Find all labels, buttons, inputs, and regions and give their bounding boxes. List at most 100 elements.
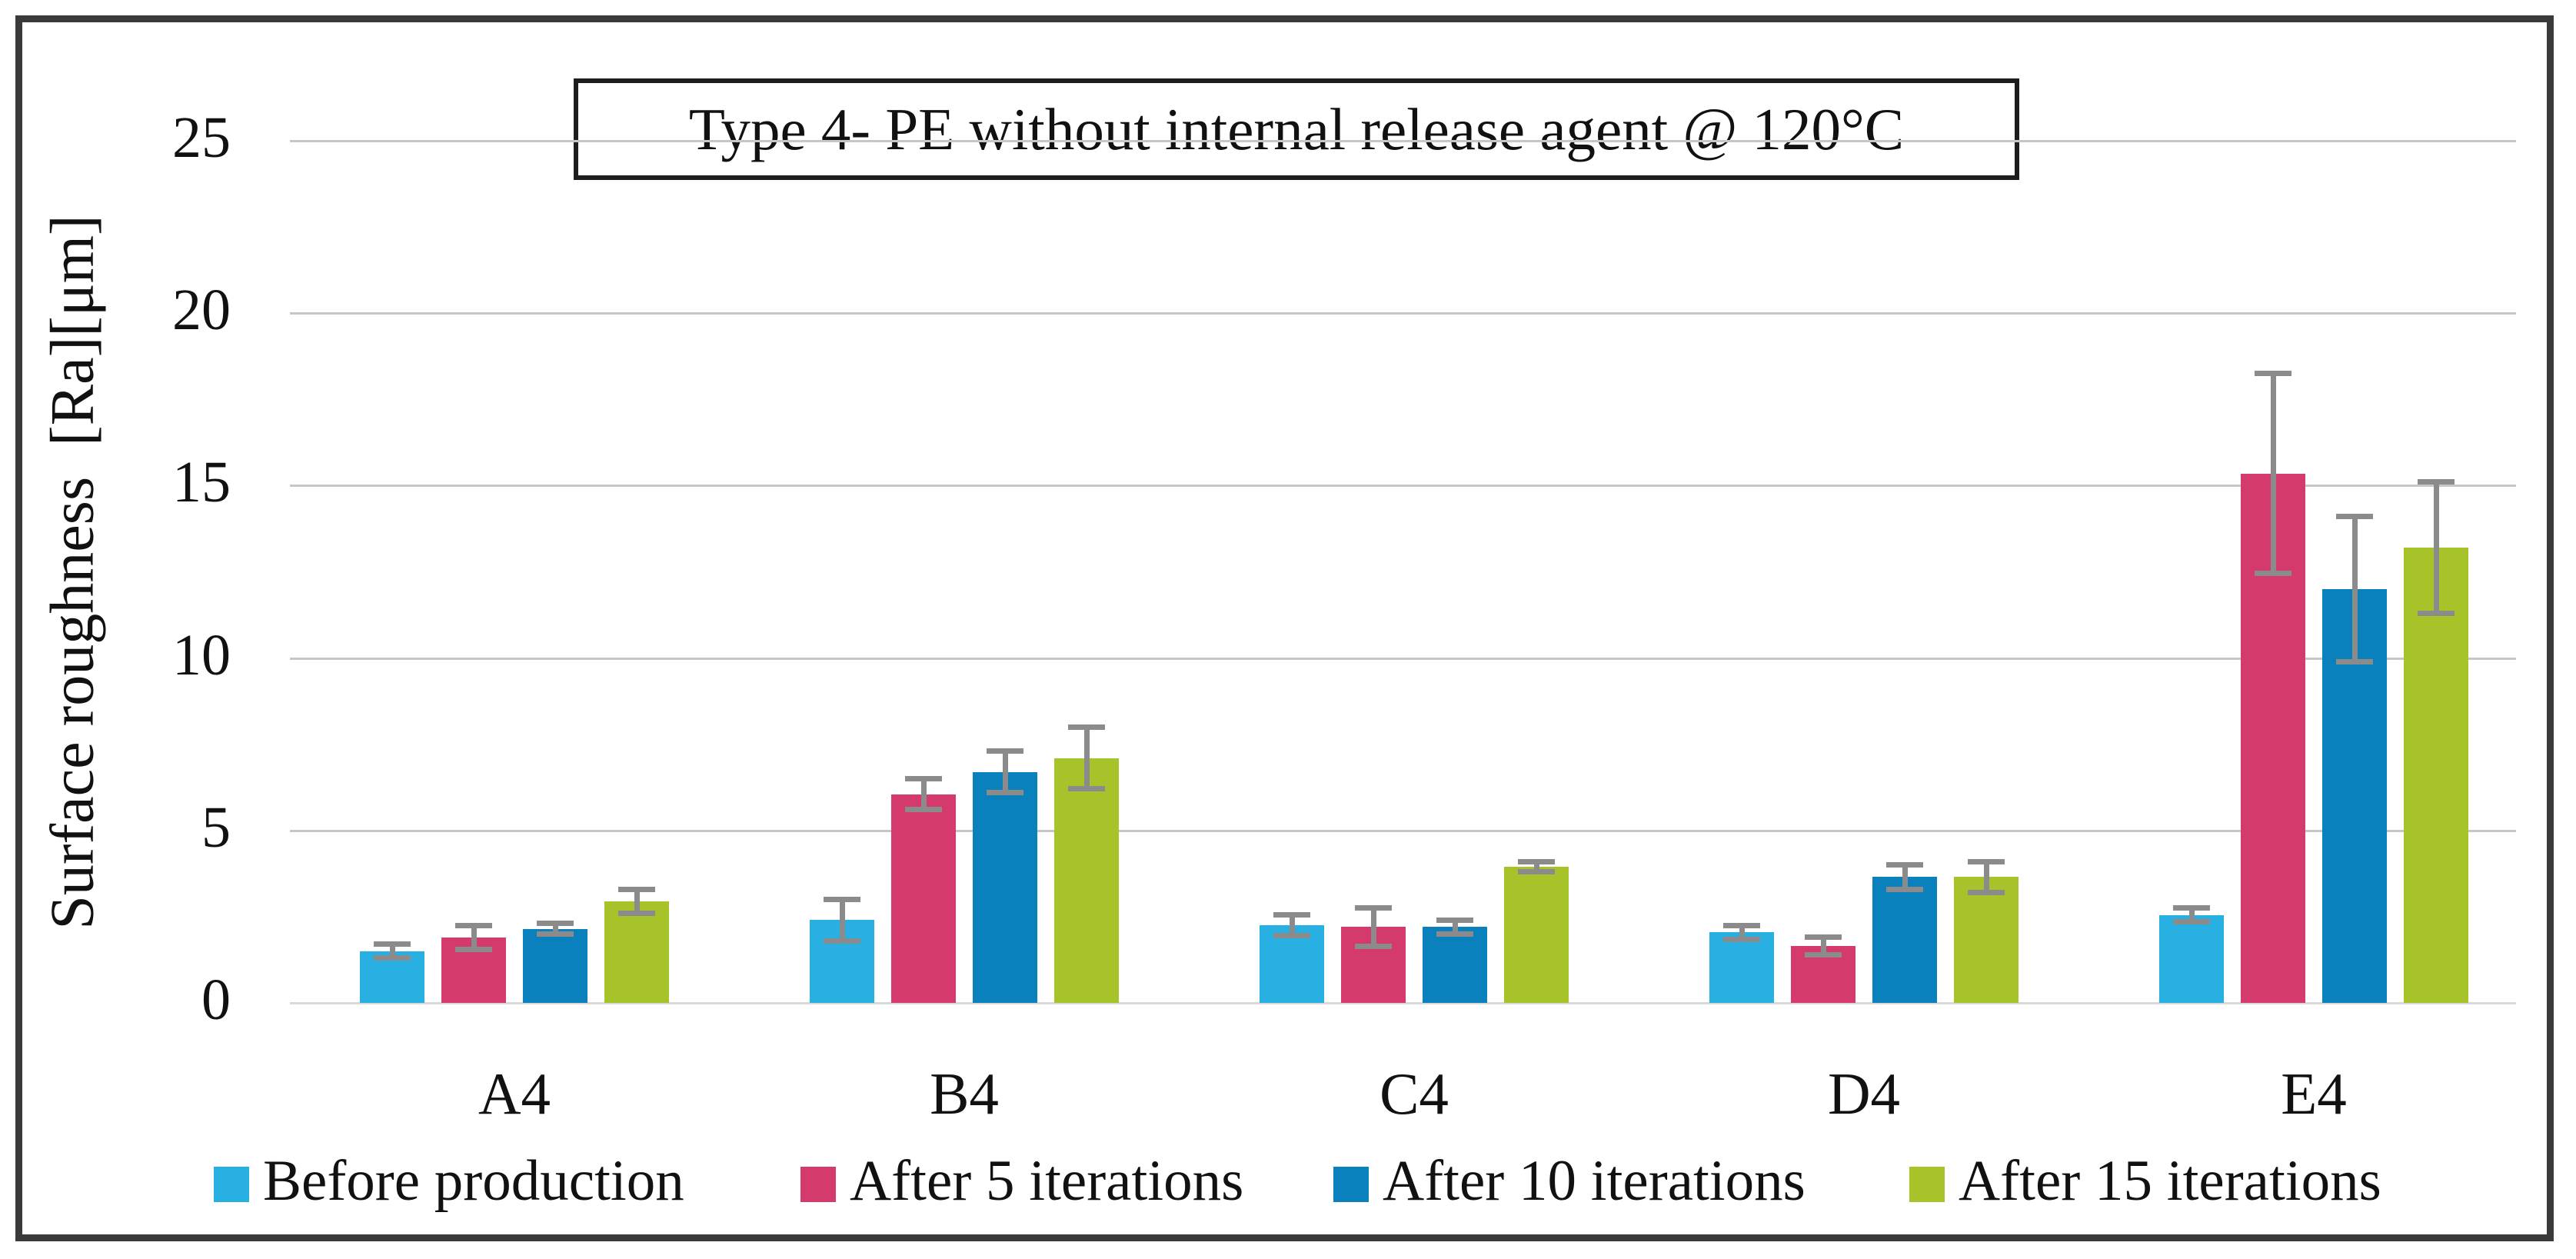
- error-bar-cap-top: [1518, 858, 1555, 864]
- error-bar-cap-bottom: [2336, 658, 2373, 664]
- bar-C4-series-3: [1423, 927, 1487, 1003]
- error-bar-cap-bottom: [1518, 869, 1555, 875]
- error-bar-cap-top: [1886, 862, 1923, 868]
- legend-label: After 10 iterations: [1383, 1149, 1806, 1213]
- x-category-label-E4: E4: [2281, 1061, 2347, 1127]
- bar-B4-series-3: [973, 771, 1037, 1003]
- error-bar-cap-top: [1436, 917, 1473, 923]
- error-bar-stem: [2433, 481, 2439, 614]
- y-tick-label-10: 10: [172, 622, 231, 688]
- error-bar-cap-bottom: [1968, 890, 2005, 895]
- legend-swatch-icon: [1909, 1167, 1945, 1202]
- error-bar-stem: [552, 923, 558, 934]
- bar-C4-series-4: [1504, 866, 1569, 1003]
- bar-D4-series-3: [1872, 877, 1937, 1003]
- error-bar-cap-bottom: [1886, 886, 1923, 892]
- error-bar-stem: [2351, 516, 2358, 662]
- y-tick-label-0: 0: [201, 968, 231, 1033]
- error-bar-cap-bottom: [1273, 933, 1310, 939]
- bar-E4-series-4: [2404, 548, 2468, 1003]
- error-bar-cap-top: [618, 886, 655, 892]
- y-axis-title: Surface roughness [Ra][μm]: [38, 215, 107, 930]
- error-bar-cap-top: [2336, 514, 2373, 520]
- error-bar-cap-bottom: [1355, 943, 1392, 949]
- bar-A4-series-3: [523, 928, 587, 1003]
- error-bar-cap-top: [1273, 912, 1310, 918]
- y-tick-label-25: 25: [172, 105, 231, 171]
- error-bar-stem: [1902, 864, 1908, 889]
- y-tick-label-15: 15: [172, 450, 231, 515]
- gridline-y-15: [290, 485, 2516, 488]
- error-bar-stem: [1820, 937, 1826, 955]
- error-bar-cap-top: [537, 921, 574, 927]
- error-bar-cap-top: [1968, 858, 2005, 864]
- error-bar-cap-top: [2418, 479, 2455, 485]
- error-bar-cap-bottom: [1068, 786, 1105, 792]
- error-bar-stem: [1289, 914, 1295, 936]
- gridline-y-5: [290, 829, 2516, 832]
- error-bar-stem: [471, 925, 477, 950]
- x-category-label-A4: A4: [478, 1061, 551, 1127]
- error-bar-cap-top: [1805, 934, 1842, 941]
- error-bar-cap-bottom: [1805, 951, 1842, 958]
- error-bar-stem: [920, 778, 927, 810]
- figure-border: [15, 15, 2554, 1241]
- error-bar-cap-top: [905, 776, 942, 782]
- error-bar-stem: [1452, 920, 1458, 934]
- x-category-label-D4: D4: [1827, 1061, 1901, 1127]
- error-bar-stem: [2188, 908, 2195, 922]
- bar-B4-series-2: [891, 794, 956, 1003]
- error-bar-cap-bottom: [455, 946, 492, 952]
- error-bar-cap-bottom: [905, 807, 942, 813]
- gridline-y-25: [290, 140, 2516, 142]
- bar-E4-series-1: [2159, 914, 2224, 1003]
- error-bar-stem: [839, 899, 845, 941]
- error-bar-cap-bottom: [2255, 571, 2291, 577]
- chart-title: Type 4- PE without internal release agen…: [688, 95, 1905, 162]
- chart-title-box: Type 4- PE without internal release agen…: [574, 78, 2019, 180]
- legend-swatch-icon: [800, 1167, 836, 1202]
- error-bar-cap-top: [987, 748, 1023, 754]
- error-bar-cap-bottom: [824, 938, 860, 944]
- legend-swatch-icon: [1333, 1167, 1369, 1202]
- error-bar-cap-top: [374, 941, 411, 948]
- error-bar-stem: [2270, 373, 2276, 574]
- error-bar-cap-bottom: [374, 955, 411, 961]
- error-bar-cap-bottom: [1436, 931, 1473, 937]
- bar-D4-series-1: [1709, 932, 1774, 1003]
- error-bar-stem: [1370, 908, 1376, 946]
- error-bar-stem: [1002, 751, 1008, 793]
- error-bar-cap-top: [1355, 905, 1392, 911]
- error-bar-cap-bottom: [1723, 936, 1760, 942]
- error-bar-cap-bottom: [618, 910, 655, 916]
- error-bar-cap-bottom: [2173, 919, 2210, 925]
- error-bar-cap-bottom: [987, 789, 1023, 795]
- error-bar-cap-top: [455, 922, 492, 928]
- legend-swatch-icon: [214, 1167, 249, 1202]
- legend-label: After 5 iterations: [850, 1149, 1244, 1213]
- bar-D4-series-4: [1954, 877, 2019, 1003]
- error-bar-stem: [389, 944, 395, 958]
- x-category-label-B4: B4: [930, 1061, 999, 1127]
- y-tick-label-20: 20: [172, 278, 231, 343]
- gridline-y-0: [290, 1002, 2516, 1004]
- error-bar-cap-top: [2255, 371, 2291, 377]
- error-bar-stem: [1083, 727, 1090, 789]
- legend-label: After 15 iterations: [1959, 1149, 2381, 1213]
- gridline-y-10: [290, 657, 2516, 660]
- error-bar-cap-top: [824, 896, 860, 902]
- error-bar-cap-top: [1723, 922, 1760, 928]
- error-bar-stem: [634, 889, 640, 914]
- x-category-label-C4: C4: [1380, 1061, 1449, 1127]
- error-bar-cap-top: [2173, 905, 2210, 911]
- bar-A4-series-4: [604, 901, 669, 1003]
- legend-label: Before production: [263, 1149, 684, 1213]
- bar-B4-series-4: [1054, 758, 1119, 1003]
- error-bar-cap-bottom: [537, 931, 574, 937]
- gridline-y-20: [290, 312, 2516, 315]
- error-bar-stem: [1983, 861, 1989, 893]
- error-bar-stem: [1533, 861, 1539, 872]
- y-tick-label-5: 5: [201, 794, 231, 860]
- error-bar-stem: [1739, 925, 1745, 940]
